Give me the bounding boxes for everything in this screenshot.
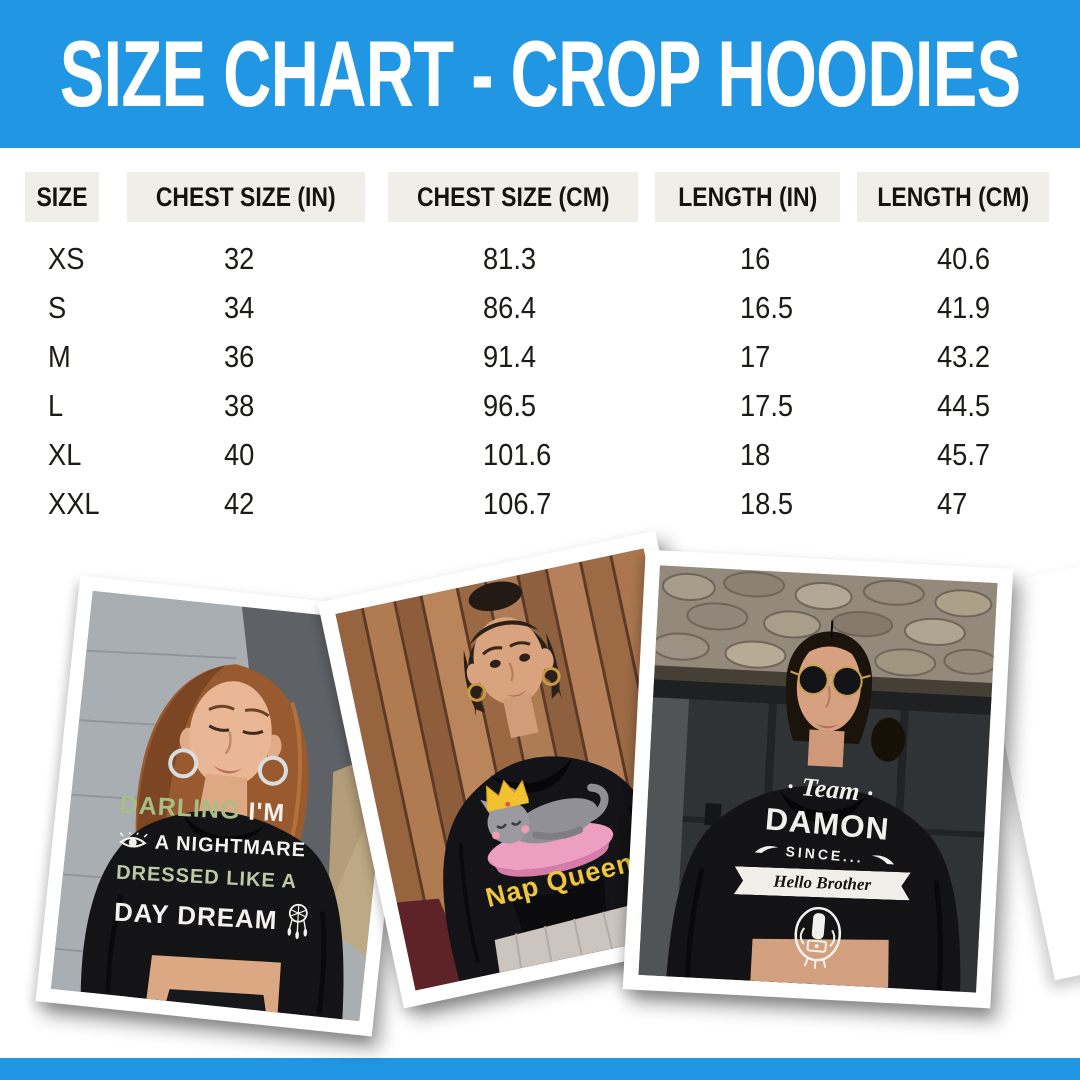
cell-chest-cm: 86.4	[483, 289, 537, 325]
cell-size: L	[48, 387, 64, 423]
gold-hoop-left	[467, 682, 487, 702]
title-banner: SIZE CHART - CROP HOODIES	[0, 0, 1080, 148]
print-line-2: A NIGHTMARE	[117, 831, 338, 862]
table-row-s: S 34 86.4 16.5 41.9	[0, 283, 1080, 332]
decorative-dot	[788, 784, 793, 789]
cell-length-cm: 45.7	[937, 436, 991, 472]
print-ribbon: Hello Brother	[734, 866, 911, 900]
model-3	[785, 620, 906, 768]
cell-length-cm: 44.5	[937, 387, 991, 423]
gold-hoop-right	[541, 666, 561, 686]
hoodie-print-darling: DARLING I'M A NIGHTMARE DRESSED LIKE A	[113, 791, 340, 941]
table-header-row: SIZE CHEST SIZE (IN) CHEST SIZE (CM) LEN…	[0, 172, 1080, 222]
wing-flourish-icon	[872, 855, 895, 865]
cell-chest-in: 40	[224, 436, 255, 472]
cell-length-in: 16	[740, 240, 771, 276]
cell-size: XS	[48, 240, 85, 276]
header-chest-cm: CHEST SIZE (CM)	[388, 172, 638, 222]
table-body: XS 32 81.3 16 40.6 S 34 86.4 16.5 41.9 M…	[0, 234, 1080, 528]
table-row-xxl: XXL 42 106.7 18.5 47	[0, 479, 1080, 528]
cell-chest-cm: 81.3	[483, 240, 537, 276]
cell-chest-in: 34	[224, 289, 255, 325]
crop-hoodie-3	[666, 786, 961, 992]
cell-size: M	[48, 338, 71, 374]
cell-length-in: 18	[740, 436, 771, 472]
dreamcatcher-icon	[287, 903, 308, 940]
hoop-earring-right	[257, 755, 288, 786]
decorative-dot	[868, 791, 873, 796]
cell-length-in: 17	[740, 338, 771, 374]
wing-flourish-icon	[754, 846, 779, 853]
cell-chest-cm: 96.5	[483, 387, 537, 423]
table-row-m: M 36 91.4 17 43.2	[0, 332, 1080, 381]
table-row-l: L 38 96.5 17.5 44.5	[0, 381, 1080, 430]
table-row-xl: XL 40 101.6 18 45.7	[0, 430, 1080, 479]
photo1-scene	[50, 590, 402, 1022]
print-since-line: SINCE...	[725, 838, 926, 871]
header-size: SIZE	[25, 172, 99, 222]
cell-length-in: 17.5	[740, 387, 794, 423]
model-2	[463, 581, 562, 739]
model-photo-darling-daydream: DARLING I'M A NIGHTMARE DRESSED LIKE A	[35, 575, 417, 1037]
model-photo-team-damon: Team DAMON SINCE... Hello Brother	[622, 549, 1014, 1009]
cell-length-cm: 40.6	[937, 240, 991, 276]
cell-size: XXL	[48, 485, 100, 521]
eye-icon	[119, 831, 148, 847]
cell-length-in: 16.5	[740, 289, 794, 325]
header-chest-in: CHEST SIZE (IN)	[127, 172, 365, 222]
stone-wall	[651, 571, 998, 677]
photo1-image: DARLING I'M A NIGHTMARE DRESSED LIKE A	[50, 590, 402, 1022]
photo3-image: Team DAMON SINCE... Hello Brother	[638, 565, 998, 993]
size-chart-table: SIZE CHEST SIZE (IN) CHEST SIZE (CM) LEN…	[0, 148, 1080, 528]
table-row-xs: XS 32 81.3 16 40.6	[0, 234, 1080, 283]
crop-hoodie-1	[80, 810, 344, 1020]
cell-size: XL	[48, 436, 82, 472]
hoodie-print-team-damon: Team DAMON SINCE... Hello Brother	[715, 766, 932, 983]
cell-length-cm: 41.9	[937, 289, 991, 325]
crowned-cat-illustration	[480, 779, 614, 877]
bottom-accent-bar	[0, 1058, 1080, 1080]
print-line-3: DRESSED LIKE A	[115, 861, 298, 894]
cell-chest-cm: 101.6	[483, 436, 552, 472]
sunglasses-left-lens	[797, 664, 829, 696]
cell-chest-cm: 106.7	[483, 485, 552, 521]
maroon-backdrop	[396, 898, 473, 991]
hoop-earring-left	[168, 748, 199, 779]
sunglasses-right-lens	[831, 665, 863, 697]
print-line-4: DAY DREAM	[113, 894, 335, 941]
cell-chest-in: 36	[224, 338, 255, 374]
cell-chest-in: 38	[224, 387, 255, 423]
header-length-cm: LENGTH (CM)	[857, 172, 1049, 222]
cell-length-cm: 43.2	[937, 338, 991, 374]
photo3-scene	[638, 565, 998, 993]
cell-length-cm: 47	[937, 485, 968, 521]
header-length-in: LENGTH (IN)	[655, 172, 840, 222]
cell-chest-cm: 91.4	[483, 338, 537, 374]
crest-emblem-icon	[794, 906, 842, 970]
cell-chest-in: 32	[224, 240, 255, 276]
page-title: SIZE CHART - CROP HOODIES	[59, 21, 1022, 126]
cell-length-in: 18.5	[740, 485, 794, 521]
cell-size: S	[48, 289, 67, 325]
cell-chest-in: 42	[224, 485, 255, 521]
